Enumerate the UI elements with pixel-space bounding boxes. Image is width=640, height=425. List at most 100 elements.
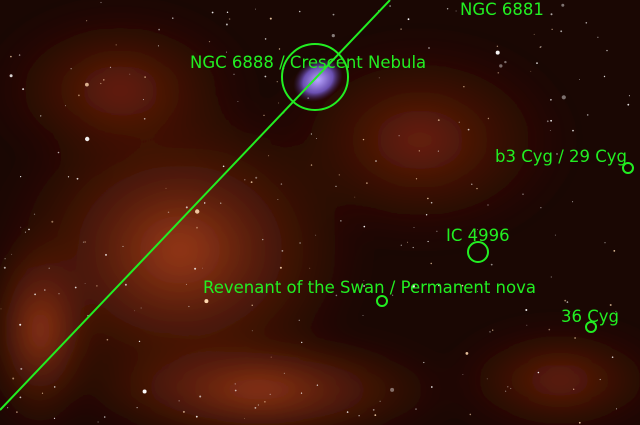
star	[400, 244, 402, 246]
star	[389, 5, 391, 7]
star	[250, 181, 253, 184]
star	[84, 241, 86, 243]
star	[566, 301, 569, 303]
star	[298, 319, 300, 321]
star	[437, 119, 440, 121]
star	[237, 101, 239, 102]
star	[430, 262, 432, 265]
star	[264, 401, 266, 403]
star	[560, 30, 563, 33]
galactic-line	[0, 0, 391, 411]
b3-cyg-marker	[622, 162, 634, 174]
star	[525, 309, 528, 311]
star	[505, 390, 507, 392]
star	[495, 50, 500, 55]
star	[76, 177, 79, 180]
star	[487, 117, 490, 120]
star	[473, 230, 476, 233]
star	[340, 220, 342, 222]
star	[106, 338, 109, 341]
star	[461, 284, 464, 287]
star	[358, 415, 360, 417]
star	[556, 153, 558, 155]
star	[436, 230, 438, 232]
star	[616, 408, 617, 410]
label: b3 Cyg / 29 Cyg	[495, 147, 627, 166]
star	[298, 56, 301, 58]
label: IC 4996	[446, 226, 510, 245]
star	[278, 48, 281, 50]
star	[82, 241, 84, 243]
star	[40, 115, 42, 117]
star	[204, 202, 206, 204]
star	[182, 410, 185, 413]
star	[4, 258, 6, 260]
star	[487, 204, 489, 206]
star	[172, 17, 174, 19]
star	[19, 396, 22, 399]
star	[546, 120, 549, 123]
star	[572, 201, 574, 203]
label: NGC 6881	[460, 0, 544, 19]
star	[375, 160, 377, 162]
star	[372, 409, 375, 411]
star	[471, 183, 473, 185]
star	[70, 68, 72, 70]
star	[41, 392, 44, 394]
star	[278, 102, 280, 104]
star	[407, 18, 410, 21]
star	[268, 155, 270, 157]
star	[561, 95, 566, 100]
star	[188, 305, 190, 308]
star	[103, 79, 105, 81]
star	[411, 284, 415, 288]
star	[530, 70, 532, 72]
star	[604, 242, 606, 244]
star	[414, 284, 416, 286]
star	[465, 352, 469, 355]
star	[270, 356, 272, 358]
star	[53, 417, 56, 419]
star	[378, 77, 380, 79]
star	[332, 13, 335, 16]
star	[264, 38, 267, 40]
label: NGC 6888 / Crescent Nebula	[190, 53, 426, 72]
star	[255, 8, 256, 10]
star	[140, 307, 142, 309]
star	[418, 150, 420, 152]
star	[363, 285, 365, 287]
star	[492, 329, 494, 331]
star	[427, 197, 429, 200]
star	[335, 294, 338, 297]
label: 36 Cyg	[561, 307, 619, 326]
star	[109, 66, 112, 68]
star	[463, 86, 465, 88]
star	[362, 315, 364, 316]
star	[469, 413, 472, 416]
star	[136, 407, 138, 409]
star	[611, 356, 614, 359]
ic4996-marker	[467, 241, 489, 263]
star	[550, 13, 553, 16]
star	[489, 331, 491, 333]
star	[462, 374, 464, 375]
star	[0, 308, 2, 310]
star	[44, 289, 46, 291]
star	[226, 51, 227, 53]
star	[438, 284, 440, 287]
star	[476, 187, 478, 190]
star	[496, 45, 499, 47]
star	[550, 276, 552, 278]
star	[415, 178, 418, 180]
star	[499, 64, 503, 68]
star	[536, 62, 538, 64]
star	[138, 340, 141, 343]
star	[20, 226, 22, 228]
star	[167, 211, 170, 213]
star	[430, 201, 433, 204]
star	[48, 267, 50, 269]
star	[105, 253, 107, 256]
star	[540, 207, 542, 209]
star	[354, 196, 356, 198]
